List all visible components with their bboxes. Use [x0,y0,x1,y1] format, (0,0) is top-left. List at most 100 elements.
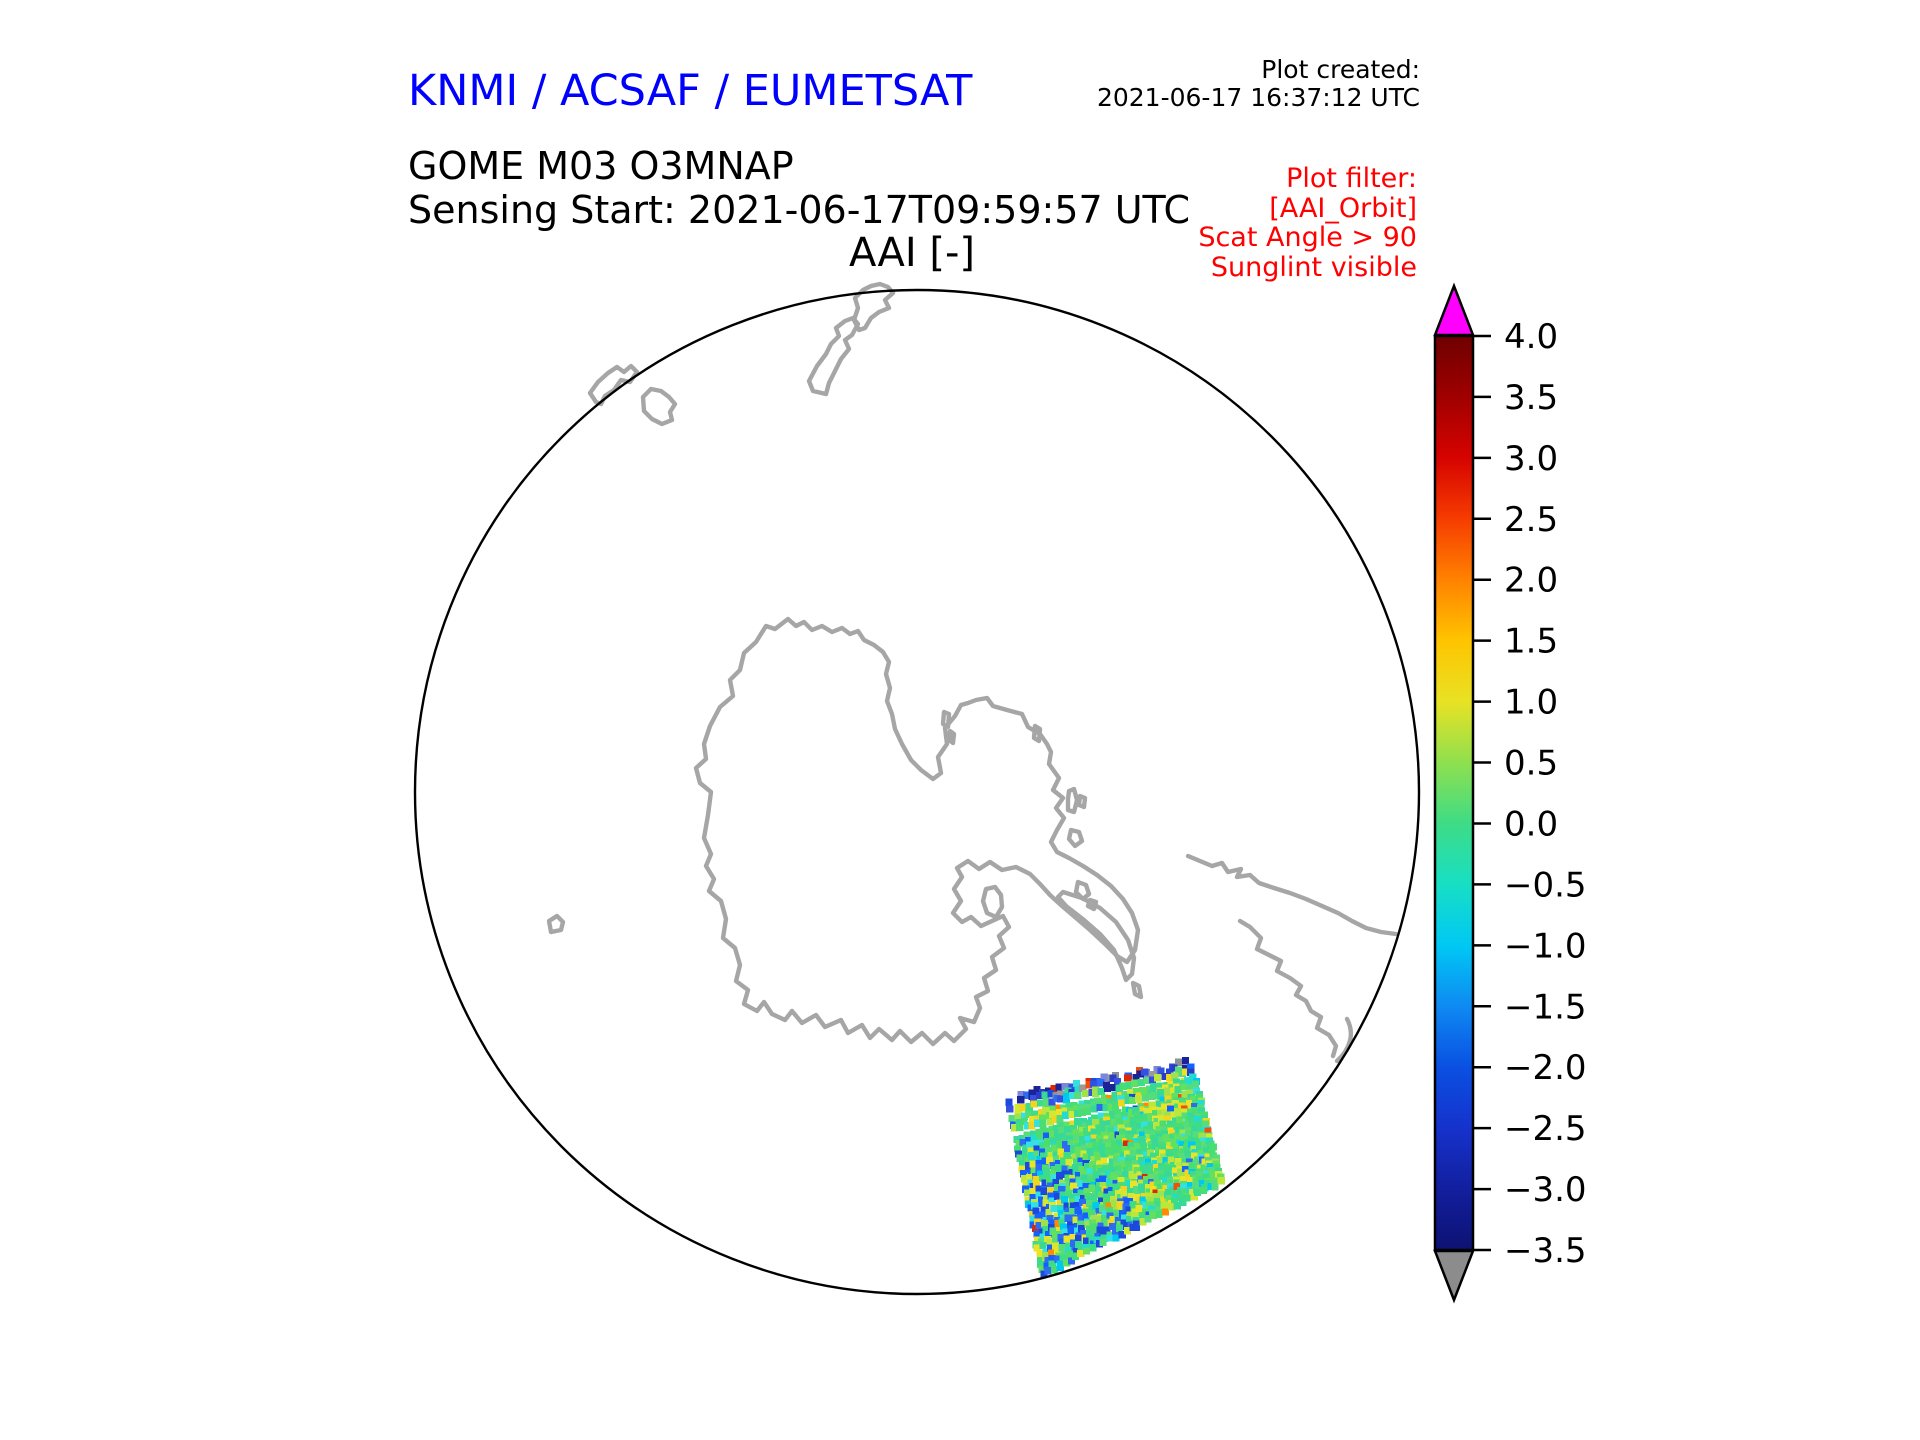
swath-cell [1110,1118,1118,1127]
swath-cell [1028,1089,1036,1100]
swath-cell [1088,1184,1096,1192]
swath-cell [1106,1234,1114,1242]
swath-cell [1147,1116,1155,1124]
swath-cell [1162,1134,1170,1142]
swath-cell [1088,1205,1096,1213]
swath-cell [1113,1122,1121,1130]
swath-cell [1103,1218,1111,1226]
swath-cell [1056,1115,1064,1126]
swath-cell [1162,1184,1170,1193]
swath-cell [1072,1188,1081,1196]
swath-cell [1180,1188,1189,1196]
swath-cell [1108,1158,1116,1166]
swath-cell [1155,1132,1164,1140]
swath-cell [1051,1231,1060,1239]
swath-cell [1029,1130,1037,1138]
swath-cell [1080,1144,1089,1152]
swath-cell [1017,1096,1025,1104]
swath-cell [1180,1183,1188,1191]
colorbar-ticks: 4.0 3.5 3.0 2.5 2.0 1.5 1.0 0.5 0.0 −0.5 −1.0 −1.5 −… [1473,317,1587,1271]
swath-cell [1186,1089,1195,1097]
swath-cell [1090,1223,1098,1231]
swath-cell [1061,1083,1069,1091]
swath-cell [1124,1150,1132,1158]
swath-cell [1046,1214,1054,1222]
swath-cell [1056,1109,1064,1117]
swath-cell [1039,1211,1047,1219]
swath-cell [1156,1183,1164,1191]
swath-cell [1068,1193,1076,1201]
swath-cell [1016,1123,1024,1131]
swath-cell [1006,1105,1014,1113]
swath-cell [1029,1188,1037,1196]
swath-cell [1121,1112,1129,1120]
swath-cell [1165,1148,1173,1157]
swath-cell [1122,1170,1130,1178]
swath-cell [1100,1214,1108,1223]
swath-cell [1036,1092,1044,1100]
coastline-south-america-south [1237,918,1339,1059]
swath-cell [1164,1095,1172,1103]
swath-cell [1078,1109,1086,1117]
swath-cell [1131,1124,1139,1132]
swath-cell [1073,1227,1081,1235]
swath-cell [1077,1220,1085,1228]
plot-created-label: Plot created: [1261,55,1420,84]
colorbar-tick-label: 2.5 [1504,500,1558,540]
swath-cell [1135,1205,1143,1213]
swath-cell [1080,1174,1088,1182]
swath-cell [1137,1079,1145,1087]
coastline-islet [940,709,952,730]
swath-cell [1111,1143,1119,1151]
swath-cell [1145,1085,1153,1093]
swath-cell [1163,1115,1171,1123]
swath-cell [1182,1064,1190,1072]
swath-cell [1069,1233,1077,1241]
swath-cell [1025,1102,1033,1114]
swath-cell [1082,1178,1090,1187]
swath-cell [1079,1230,1087,1238]
swath-cell [1090,1101,1098,1109]
swath-cell [1059,1122,1067,1130]
swath-cell [1207,1166,1215,1175]
swath-cell [1092,1118,1100,1126]
swath-cell [1163,1166,1171,1174]
swath-cell [1037,1133,1045,1141]
swath-cell [1138,1131,1147,1139]
swath-cell [1086,1148,1094,1156]
swath-cell [1060,1196,1068,1204]
swath-cell [1105,1094,1113,1103]
swath-cell [1082,1212,1090,1220]
swath-cell [1011,1124,1019,1132]
swath-cell [1115,1190,1123,1198]
swath-cell [1065,1102,1073,1110]
swath-cell [1048,1126,1056,1134]
swath-cell [1139,1142,1147,1150]
swath-cell [1026,1141,1034,1153]
swath-cell [1151,1139,1159,1147]
swath-cell [1070,1182,1078,1190]
coastline-tiny-island [546,913,566,935]
swath-cell [1019,1160,1027,1168]
swath-cell [1157,1157,1165,1165]
swath-cell [1108,1163,1116,1171]
coastline-island-west [640,386,678,427]
filter-line: Scat Angle > 90 [1198,222,1417,253]
colorbar-tick-label: 0.5 [1504,744,1558,784]
swath-cell [1165,1195,1173,1203]
swath-cell [1168,1203,1176,1211]
swath-cell [1079,1084,1087,1092]
swath-cell [1171,1092,1179,1100]
swath-cell [1158,1136,1166,1144]
swath-cell [1127,1142,1135,1150]
swath-cell [1192,1080,1200,1088]
swath-cell [1074,1171,1083,1180]
swath-cell [1179,1198,1187,1206]
swath-cell [1023,1189,1031,1197]
swath-cell [1038,1109,1046,1117]
swath-cell [1016,1154,1024,1162]
swath-cell [1054,1133,1062,1141]
swath-cell [1205,1157,1213,1165]
aai-data-swath [1005,1057,1225,1278]
